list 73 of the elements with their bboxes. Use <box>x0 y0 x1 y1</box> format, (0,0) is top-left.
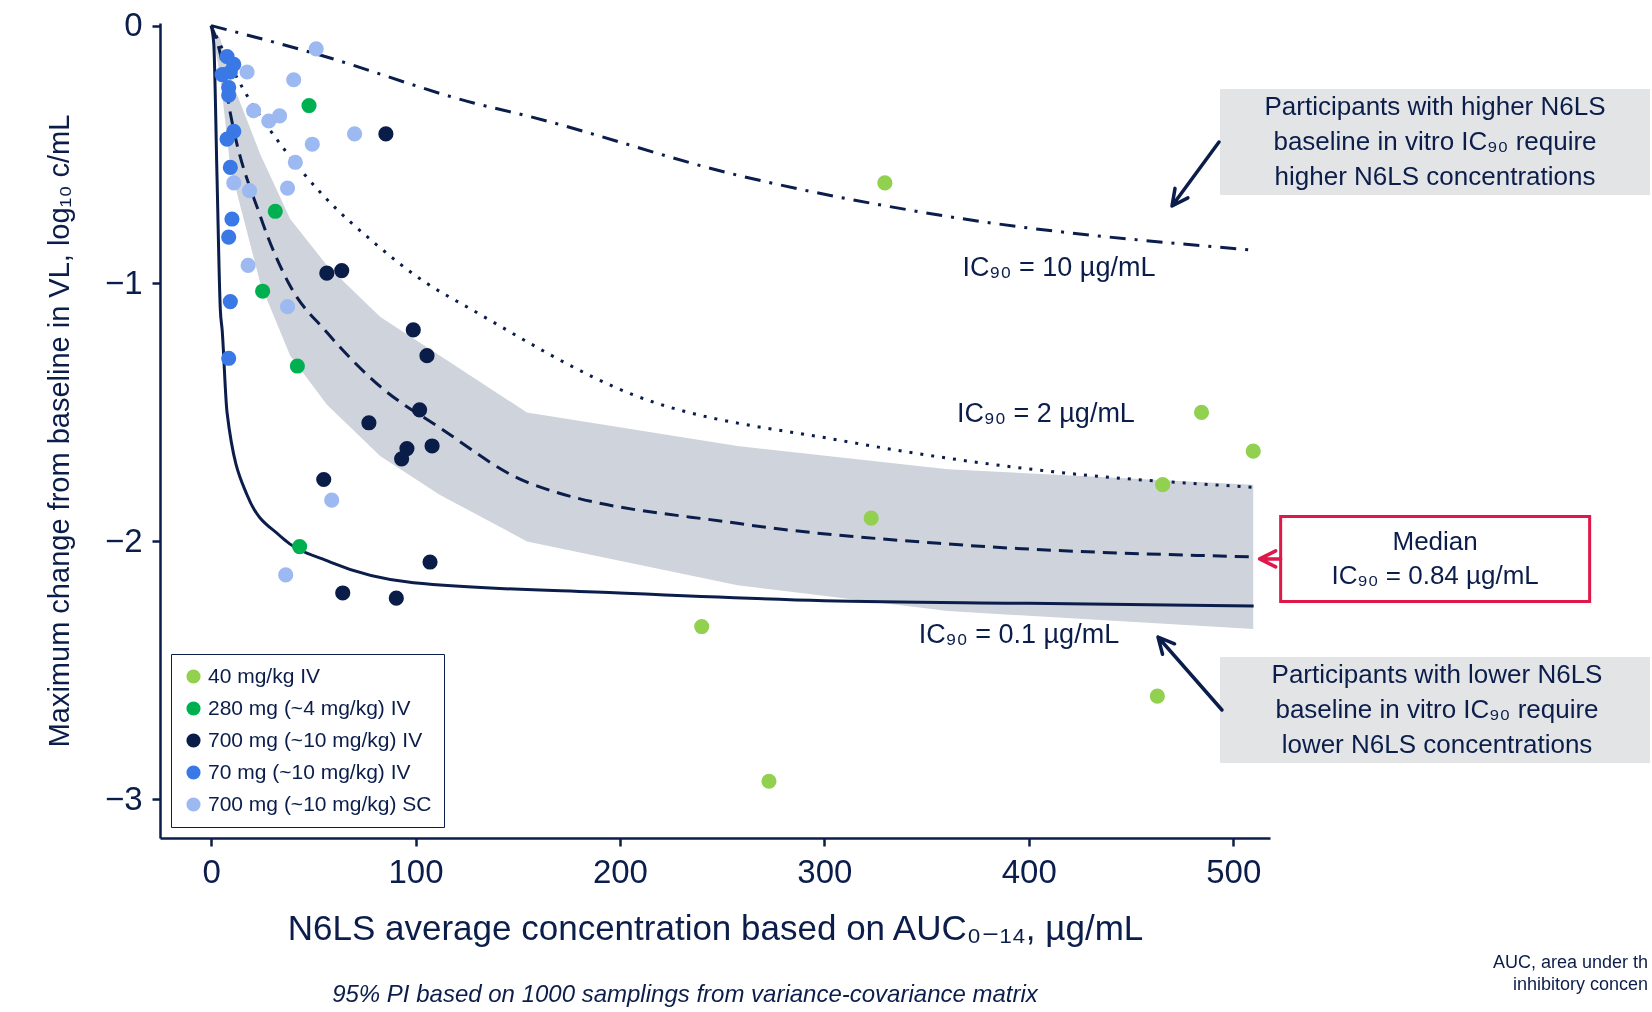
point <box>1155 477 1171 493</box>
x-tick-label: 500 <box>1206 852 1262 890</box>
point <box>278 567 294 583</box>
x-tick-label: 0 <box>202 852 221 890</box>
annotation: IC₉₀ = 0.1 µg/mL <box>918 619 1120 649</box>
y-tick-label: −1 <box>104 263 143 301</box>
point <box>422 554 438 570</box>
point <box>424 438 440 454</box>
text: Participants with lower N6LS baseline in vitro IC₉₀ require lower N6LS concentrations <box>1271 659 1603 759</box>
legend-label: 280 mg (~4 mg/kg) IV <box>208 695 411 719</box>
point <box>292 538 308 555</box>
annotation: Median IC₉₀ = 0.84 µg/mL <box>1331 525 1539 590</box>
y-tick-label: −2 <box>104 521 143 559</box>
point <box>316 471 332 488</box>
annotation: IC₉₀ = 10 µg/mL <box>962 252 1156 282</box>
point <box>287 154 303 170</box>
point <box>319 265 335 281</box>
point <box>221 350 237 366</box>
point <box>279 180 296 196</box>
x-axis-title: N6LS average concentration based on AUC₀₋₁₄, µg/mL <box>287 907 1144 947</box>
point <box>226 175 242 191</box>
annotation: Participants with higher N6LS baseline in vitro IC₉₀ require higher N6LS concentrations <box>1264 91 1606 191</box>
x-tick-label: 100 <box>388 852 444 890</box>
point <box>877 175 893 191</box>
y-axis-title: Maximum change from baseline in VL, log₁₀ c/mL <box>42 114 75 748</box>
legend-label: 40 mg/kg IV <box>208 663 321 687</box>
annotation: IC₉₀ = 2 µg/mL <box>957 398 1135 428</box>
point <box>240 257 256 273</box>
legend-label: 700 mg (~10 mg/kg) IV <box>208 727 423 751</box>
point <box>221 229 237 245</box>
point <box>246 103 262 119</box>
y-tick-label: 0 <box>124 6 143 44</box>
point <box>308 41 324 57</box>
point <box>255 283 271 299</box>
point <box>412 402 428 418</box>
point <box>272 108 288 124</box>
point <box>286 72 302 88</box>
point <box>1245 443 1261 459</box>
x-tick-label: 300 <box>797 852 853 890</box>
y-tick-label: −3 <box>104 779 143 817</box>
text: AUC, area under th inhibitory concen <box>1492 952 1648 994</box>
point <box>301 97 317 114</box>
point <box>324 492 340 508</box>
point <box>335 585 351 601</box>
point <box>388 590 404 606</box>
point <box>694 618 710 635</box>
point <box>289 358 305 374</box>
point <box>334 263 350 279</box>
x-tick-label: 200 <box>592 852 648 890</box>
point <box>239 64 255 80</box>
point <box>761 773 777 789</box>
x-tick-label: 400 <box>1001 852 1057 890</box>
point <box>1149 688 1165 704</box>
point <box>419 348 435 364</box>
point <box>394 451 410 467</box>
point <box>224 211 240 227</box>
point <box>222 293 238 310</box>
point <box>279 299 296 315</box>
legend-label: 70 mg (~10 mg/kg) IV <box>208 759 411 783</box>
legend-label: 700 mg (~10 mg/kg) SC <box>208 791 432 815</box>
point <box>219 131 235 147</box>
point <box>267 203 283 219</box>
point <box>863 510 879 526</box>
point <box>1193 404 1210 421</box>
point <box>222 159 238 175</box>
point <box>241 183 258 199</box>
point <box>347 126 363 142</box>
point <box>222 64 238 80</box>
point <box>405 322 421 338</box>
point <box>304 136 320 152</box>
point <box>361 415 377 431</box>
point <box>378 126 394 142</box>
text: 95% PI based on 1000 samplings from variance-covariance matrix <box>332 980 1039 1007</box>
